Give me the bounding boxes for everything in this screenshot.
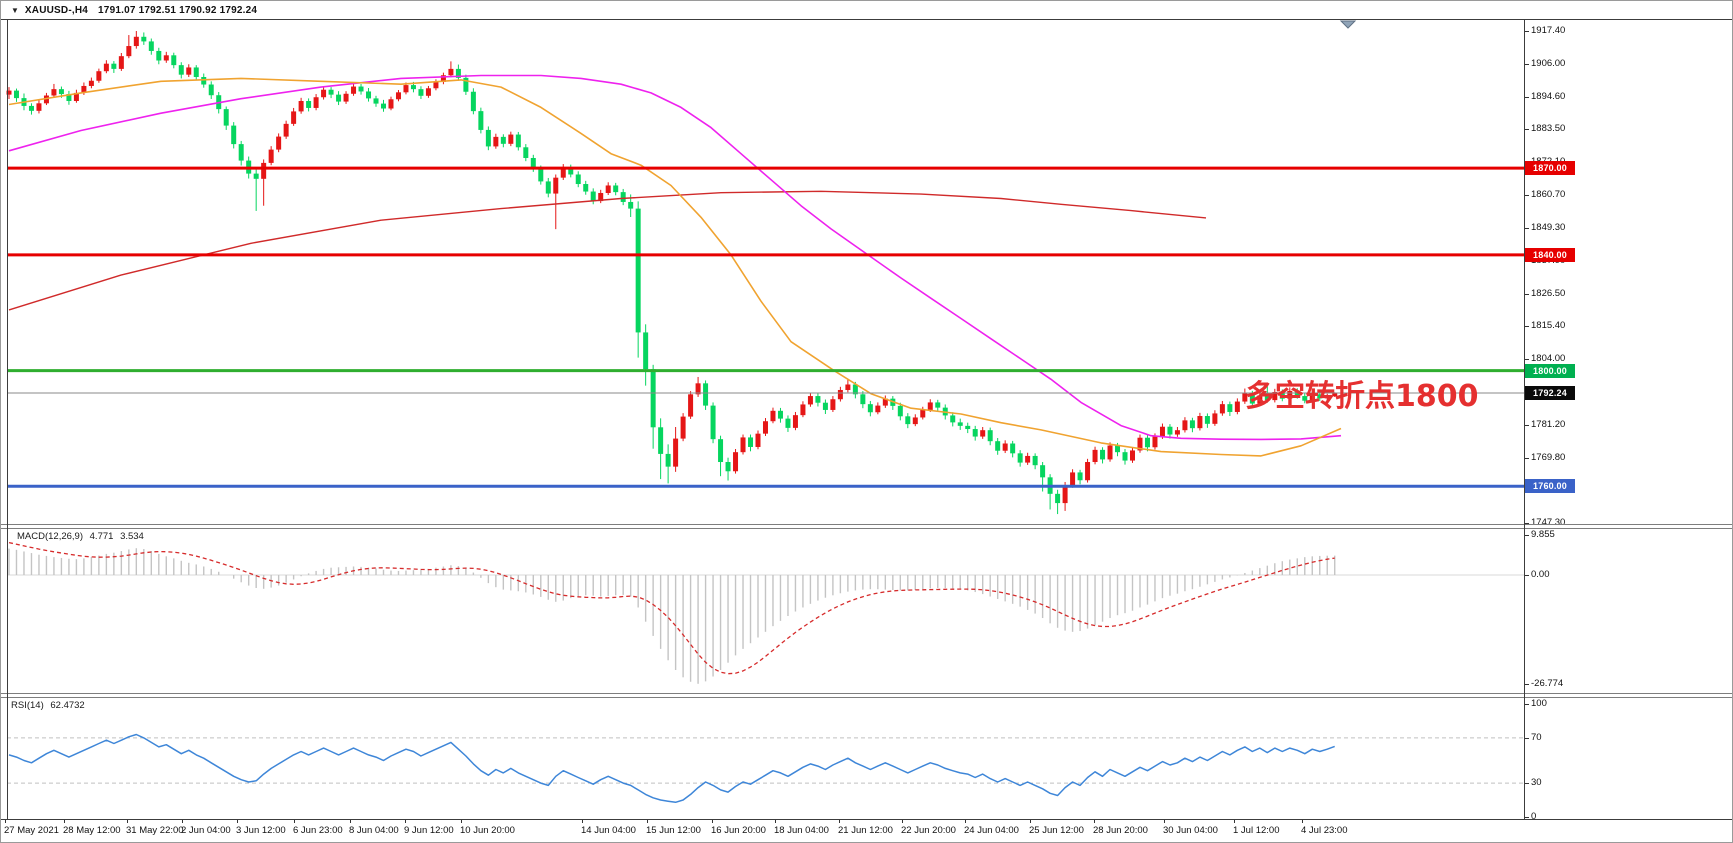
macd-indicator-label: MACD(12,26,9) 4.771 3.534 xyxy=(17,531,148,542)
splitter-main-macd-2[interactable] xyxy=(1,528,1732,529)
ohlc-values: 1791.07 1792.51 1790.92 1792.24 xyxy=(98,4,258,16)
splitter-macd-rsi[interactable] xyxy=(1,693,1732,694)
chart-left-border xyxy=(7,19,8,819)
splitter-main-macd[interactable] xyxy=(1,524,1732,525)
rsi-label: RSI(14) xyxy=(11,700,44,711)
macd-label: MACD(12,26,9) xyxy=(17,531,83,542)
symbol-info-bar: ▼ XAUUSD-,H4 1791.07 1792.51 1790.92 179… xyxy=(1,1,1732,20)
macd-value-main: 4.771 xyxy=(89,531,114,542)
symbol-dropdown-icon[interactable]: ▼ xyxy=(11,5,19,15)
macd-value-signal: 3.534 xyxy=(120,531,144,542)
annotation-text[interactable]: 多空转折点1800 xyxy=(1245,379,1479,414)
time-axis-border xyxy=(1,819,1732,820)
rsi-indicator-label: RSI(14) 62.4732 xyxy=(11,700,89,711)
splitter-macd-rsi-2[interactable] xyxy=(1,697,1732,698)
symbol-period-label: XAUUSD-,H4 xyxy=(24,4,89,16)
price-scale-border[interactable] xyxy=(1524,19,1525,819)
rsi-value: 62.4732 xyxy=(50,700,85,711)
